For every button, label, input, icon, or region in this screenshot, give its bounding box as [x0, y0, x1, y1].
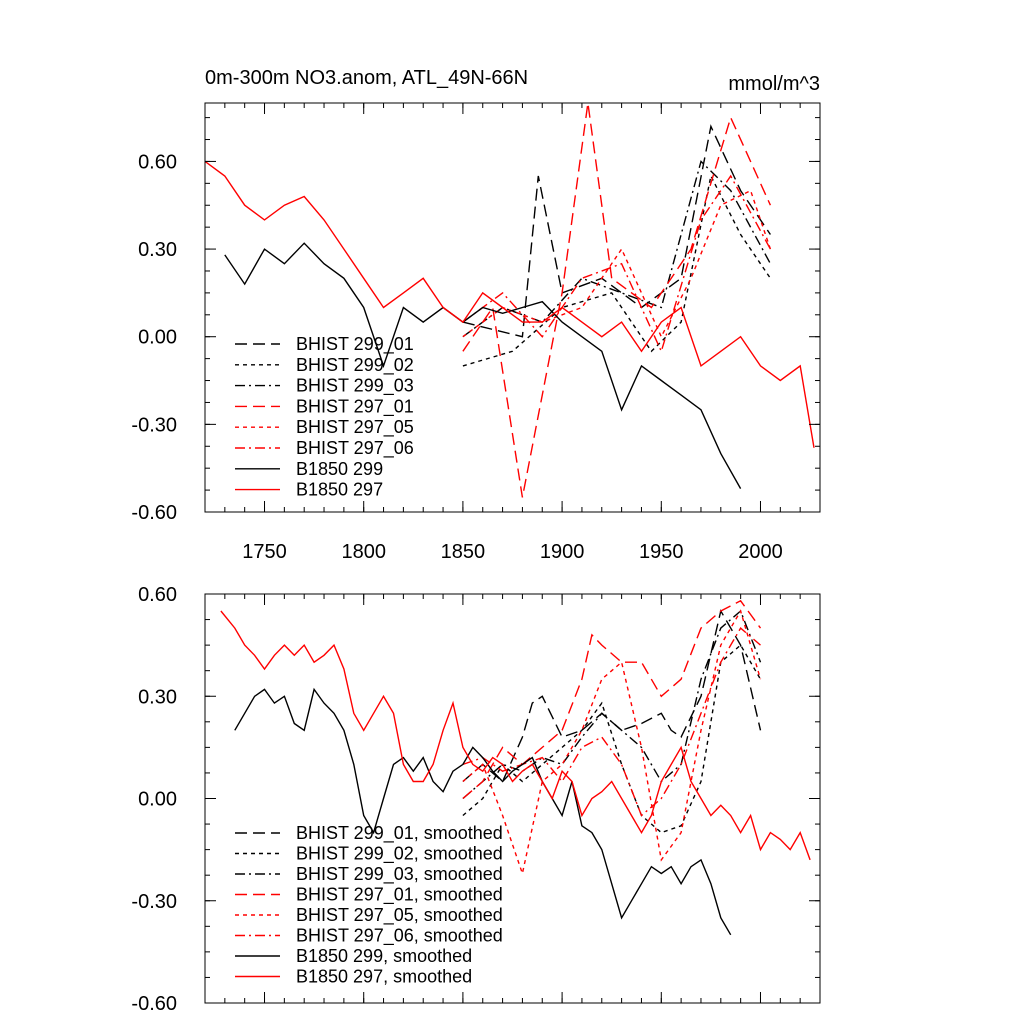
legend-label: BHIST 297_01 [296, 396, 414, 417]
legend-label: BHIST 297_06, smoothed [296, 926, 503, 947]
legend-label: B1850 297 [296, 480, 383, 500]
plot-area [205, 103, 815, 498]
legend-label: BHIST 297_05, smoothed [296, 905, 503, 926]
x-tick-label: 1850 [441, 541, 486, 563]
legend-label: BHIST 297_01, smoothed [296, 885, 503, 906]
y-tick-label: 0.30 [138, 239, 177, 261]
y-tick-label: 0.60 [138, 584, 177, 606]
legend-label: BHIST 299_02, smoothed [296, 844, 503, 865]
legend-label: BHIST 297_05 [296, 417, 414, 438]
legend-label: B1850 299, smoothed [296, 946, 472, 966]
chart-title: 0m-300m NO3.anom, ATL_49N-66N [205, 67, 528, 89]
x-tick-label: 1900 [540, 541, 585, 563]
series-line-1 [462, 644, 762, 834]
x-tick-label: 1750 [242, 541, 287, 563]
y-tick-label: 0.00 [138, 789, 177, 811]
units-label: mmol/m^3 [728, 73, 820, 95]
series-line-2 [462, 160, 772, 338]
series-line-7 [220, 610, 811, 861]
plot-frame [204, 102, 821, 513]
x-tick-label: 1950 [639, 541, 684, 563]
legend-label: BHIST 297_06 [296, 438, 414, 459]
legend-label: BHIST 299_03, smoothed [296, 864, 503, 885]
series-line-5 [462, 627, 761, 817]
legend-label: B1850 299 [296, 459, 383, 479]
series-line-3 [462, 103, 772, 498]
legend-label: BHIST 299_01, smoothed [296, 823, 503, 844]
series-line-4 [462, 609, 762, 877]
y-tick-label: -0.60 [131, 993, 177, 1015]
series-line-7 [205, 160, 815, 448]
y-tick-label: -0.60 [131, 502, 177, 524]
x-tick-label: 2000 [738, 541, 783, 563]
y-tick-label: -0.30 [131, 891, 177, 913]
series-line-0 [462, 609, 762, 783]
legend-label: BHIST 299_01 [296, 334, 414, 355]
legend-label: B1850 297, smoothed [296, 967, 472, 987]
y-tick-label: 0.30 [138, 686, 177, 708]
series-line-6 [224, 242, 742, 489]
plot-area [220, 599, 811, 936]
y-tick-label: -0.30 [131, 414, 177, 436]
series-line-5 [462, 174, 772, 354]
series-line-0 [462, 124, 771, 338]
y-tick-label: 0.60 [138, 151, 177, 173]
series-line-6 [234, 687, 732, 936]
legend-label: BHIST 299_03 [296, 376, 414, 397]
series-line-1 [462, 173, 771, 367]
x-tick-label: 1800 [341, 541, 386, 563]
series-line-4 [462, 189, 772, 339]
y-tick-label: 0.00 [138, 327, 177, 349]
legend-label: BHIST 299_02 [296, 355, 414, 376]
bottom-panel: -0.60 -0.30 0.00 0.30 0.60 BHIST 299_01, smoo… [131, 584, 821, 1015]
top-panel: 0m-300m NO3.anom, ATL_49N-66N mmol/m^3 -… [131, 67, 821, 563]
series-line-3 [462, 599, 762, 800]
